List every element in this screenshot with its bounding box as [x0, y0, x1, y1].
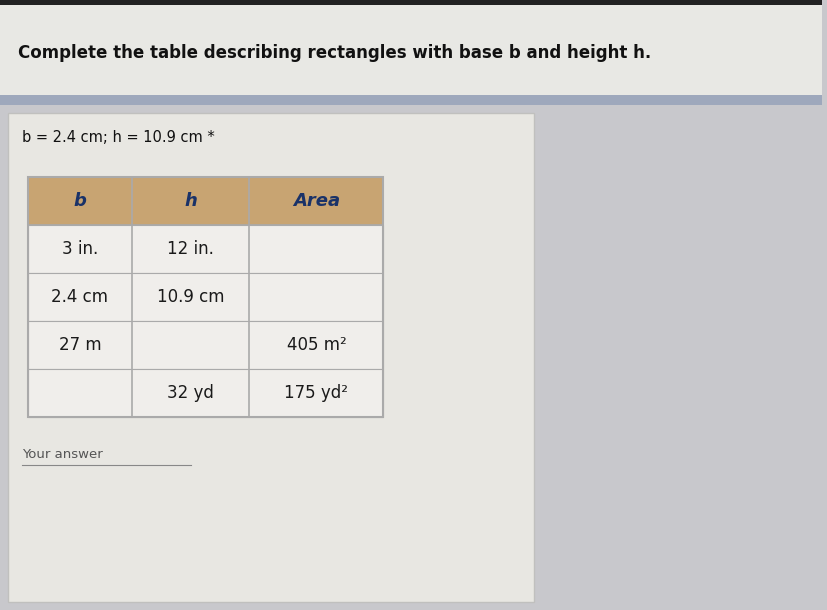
Text: b = 2.4 cm; h = 10.9 cm *: b = 2.4 cm; h = 10.9 cm *	[22, 129, 214, 145]
FancyBboxPatch shape	[28, 225, 383, 273]
FancyBboxPatch shape	[0, 0, 821, 5]
Text: Area: Area	[293, 192, 340, 210]
FancyBboxPatch shape	[8, 113, 533, 602]
FancyBboxPatch shape	[28, 369, 383, 417]
Text: 405 m²: 405 m²	[286, 336, 346, 354]
FancyBboxPatch shape	[0, 95, 821, 105]
FancyBboxPatch shape	[28, 177, 383, 225]
Text: 32 yd: 32 yd	[167, 384, 214, 402]
FancyBboxPatch shape	[0, 105, 821, 610]
Text: 10.9 cm: 10.9 cm	[157, 288, 224, 306]
Text: b: b	[74, 192, 86, 210]
Text: 3 in.: 3 in.	[62, 240, 98, 258]
FancyBboxPatch shape	[28, 273, 383, 321]
FancyBboxPatch shape	[0, 0, 821, 95]
FancyBboxPatch shape	[28, 321, 383, 369]
Text: h: h	[184, 192, 197, 210]
Text: Your answer: Your answer	[22, 448, 103, 462]
Text: 27 m: 27 m	[59, 336, 101, 354]
Text: 2.4 cm: 2.4 cm	[51, 288, 108, 306]
Text: 12 in.: 12 in.	[167, 240, 214, 258]
Text: Complete the table describing rectangles with base b and height h.: Complete the table describing rectangles…	[18, 43, 650, 62]
Text: 175 yd²: 175 yd²	[284, 384, 348, 402]
